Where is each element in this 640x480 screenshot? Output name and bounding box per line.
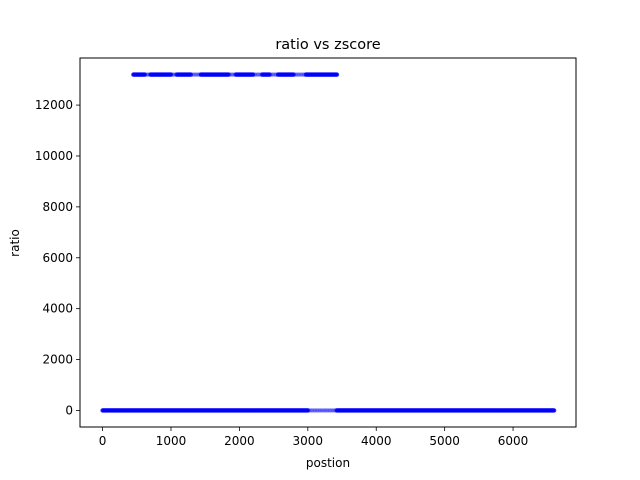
data-point [170, 72, 175, 77]
y-tick-label: 12000 [35, 98, 73, 112]
data-point [305, 408, 311, 413]
data-point [326, 408, 331, 413]
data-point [267, 72, 272, 77]
y-tick-label: 10000 [35, 149, 73, 163]
y-axis-ticks: 0 2000 4000 6000 8000 10000 12000 [35, 98, 80, 417]
data-point [295, 72, 300, 77]
data-point [293, 72, 299, 77]
data-point [226, 72, 231, 77]
data-point [272, 72, 277, 77]
data-point [321, 408, 326, 413]
data-point [551, 408, 557, 413]
plot-frame [79, 57, 577, 428]
data-point [314, 408, 320, 413]
data-point [306, 408, 311, 413]
data-point [188, 72, 194, 77]
data-point [308, 408, 313, 413]
y-tick-label: 0 [65, 403, 73, 417]
y-tick-label: 8000 [42, 200, 73, 214]
data-point [331, 408, 336, 413]
data-point [193, 72, 198, 77]
data-point [324, 408, 329, 413]
x-tick-label: 0 [99, 434, 107, 448]
y-axis-label: ratio [8, 229, 22, 257]
data-point [255, 72, 261, 77]
x-tick-label: 2000 [224, 434, 255, 448]
data-point [191, 72, 197, 77]
data-point [254, 72, 259, 77]
data-point [313, 408, 318, 413]
data-point [316, 408, 321, 413]
data-point [291, 72, 296, 77]
x-tick-label: 1000 [156, 434, 187, 448]
y-tick-label: 6000 [42, 251, 73, 265]
data-point [327, 408, 333, 413]
data-point [329, 408, 334, 413]
y-tick-label: 2000 [42, 353, 73, 367]
x-tick-label: 6000 [498, 434, 529, 448]
data-point [309, 408, 315, 413]
chart-title: ratio vs zscore [275, 37, 380, 53]
data-point [300, 72, 305, 77]
x-tick-label: 5000 [429, 434, 460, 448]
data-point [297, 72, 302, 77]
data-point [311, 408, 316, 413]
data-point [317, 408, 323, 413]
data-point [144, 72, 149, 77]
x-tick-label: 3000 [293, 434, 324, 448]
data-point [190, 72, 195, 77]
x-axis-ticks: 0 1000 2000 3000 4000 5000 6000 [99, 427, 529, 448]
x-tick-label: 4000 [361, 434, 392, 448]
y-tick-label: 4000 [42, 302, 73, 316]
data-point [270, 72, 276, 77]
data-point [168, 72, 174, 77]
x-axis-label: postion [306, 456, 350, 470]
data-point [252, 72, 258, 77]
data-point [319, 408, 324, 413]
data-point [142, 72, 148, 77]
data-point [298, 72, 304, 77]
data-point [228, 72, 233, 77]
data-point [322, 408, 328, 413]
data-point [334, 72, 340, 77]
data-point [269, 72, 274, 77]
data-point [195, 72, 200, 77]
points-layer [100, 72, 557, 413]
data-point [229, 72, 235, 77]
data-point [251, 72, 256, 77]
data-point [292, 72, 297, 77]
